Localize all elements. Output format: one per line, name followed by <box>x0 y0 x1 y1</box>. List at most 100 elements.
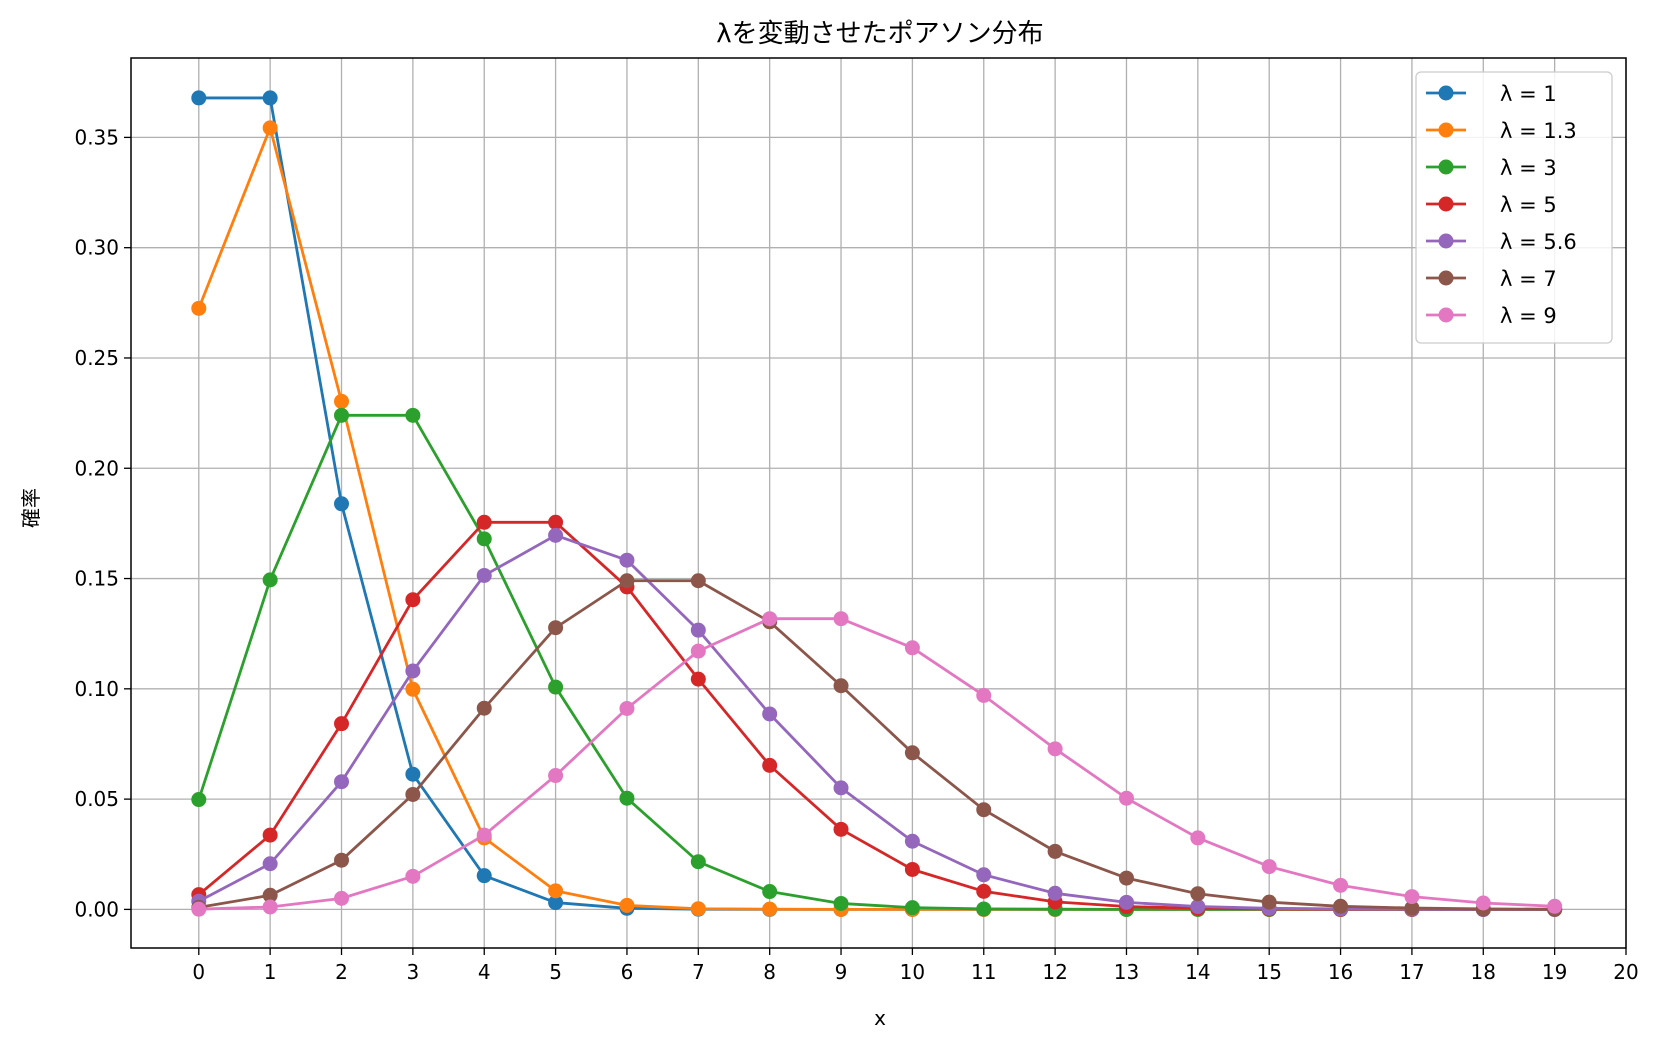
legend-label: λ = 5.6 <box>1500 230 1577 254</box>
y-tick-label: 0.25 <box>74 346 119 370</box>
data-point <box>762 901 778 917</box>
data-point <box>191 90 207 106</box>
series-line <box>198 96 1555 911</box>
data-point <box>334 393 350 409</box>
legend-marker <box>1438 159 1454 175</box>
y-tick-label: 0.10 <box>74 677 119 701</box>
x-tick-label: 12 <box>1042 960 1067 984</box>
data-point <box>334 774 350 790</box>
y-axis-label: 確率 <box>19 488 43 528</box>
x-tick-label: 18 <box>1471 960 1496 984</box>
series-6 <box>191 611 1563 917</box>
legend-entry: λ = 7 <box>1426 267 1557 291</box>
data-point <box>191 792 207 808</box>
x-tick-label: 17 <box>1399 960 1424 984</box>
data-point <box>548 768 564 784</box>
legend-label: λ = 9 <box>1500 304 1557 328</box>
data-point <box>619 552 635 568</box>
plot-series <box>191 90 1563 917</box>
data-point <box>262 856 278 872</box>
data-point <box>619 897 635 913</box>
x-tick-label: 10 <box>900 960 925 984</box>
data-point <box>548 895 564 911</box>
data-point <box>191 300 207 316</box>
series-line <box>197 520 1555 911</box>
data-point <box>833 678 849 694</box>
y-tick-label: 0.20 <box>74 456 119 480</box>
data-point <box>976 883 992 899</box>
data-point <box>548 514 564 530</box>
data-point <box>334 407 350 423</box>
data-point <box>262 572 278 588</box>
data-point <box>904 900 920 916</box>
data-point <box>904 745 920 761</box>
data-point <box>619 700 635 716</box>
x-tick-label: 20 <box>1613 960 1638 984</box>
y-tick-label: 0.15 <box>74 567 119 591</box>
data-point <box>904 861 920 877</box>
data-point <box>619 790 635 806</box>
series-line <box>197 126 1555 911</box>
data-point <box>976 802 992 818</box>
data-point <box>1261 894 1277 910</box>
data-point <box>405 407 421 423</box>
data-point <box>405 592 421 608</box>
data-point <box>405 868 421 884</box>
y-tick-label: 0.00 <box>74 897 119 921</box>
x-tick-label: 15 <box>1256 960 1281 984</box>
data-point <box>476 567 492 583</box>
data-point <box>1333 877 1349 893</box>
data-point <box>833 780 849 796</box>
data-point <box>476 827 492 843</box>
series-line <box>197 413 1555 911</box>
x-tick-label: 7 <box>692 960 705 984</box>
x-tick-label: 5 <box>549 960 562 984</box>
x-tick-label: 3 <box>407 960 420 984</box>
data-point <box>833 821 849 837</box>
x-axis-label: x <box>874 1006 886 1030</box>
data-point <box>334 852 350 868</box>
data-point <box>1118 870 1134 886</box>
y-tick-label: 0.05 <box>74 787 119 811</box>
legend-entry: λ = 5 <box>1426 193 1557 217</box>
data-point <box>334 716 350 732</box>
data-point <box>262 899 278 915</box>
data-point <box>1404 900 1420 916</box>
data-point <box>548 883 564 899</box>
data-point <box>1261 859 1277 875</box>
data-point <box>762 611 778 627</box>
data-point <box>405 766 421 782</box>
legend-marker <box>1438 270 1454 286</box>
data-point <box>405 681 421 697</box>
data-point <box>476 531 492 547</box>
data-point <box>1118 894 1134 910</box>
legend-entry: λ = 9 <box>1426 304 1557 328</box>
data-point <box>262 887 278 903</box>
legend: λ = 1 λ = 1.3 λ = 3 λ = 5 λ = 5.6 λ = 7 λ = 9 <box>1415 71 1613 344</box>
data-point <box>262 90 278 106</box>
data-point <box>762 884 778 900</box>
data-point <box>976 867 992 883</box>
data-point <box>1047 843 1063 859</box>
x-tick-label: 19 <box>1542 960 1567 984</box>
legend-label: λ = 3 <box>1500 156 1557 180</box>
legend-marker <box>1438 233 1454 249</box>
data-point <box>976 901 992 917</box>
data-point <box>1475 895 1491 911</box>
data-point <box>548 679 564 695</box>
data-point <box>690 573 706 589</box>
series-1 <box>191 120 1563 917</box>
data-point <box>548 527 564 543</box>
x-tick-label: 0 <box>192 960 205 984</box>
data-point <box>690 671 706 687</box>
legend-entry: λ = 5.6 <box>1426 230 1577 254</box>
x-tick-label: 16 <box>1328 960 1353 984</box>
series-2 <box>191 407 1563 917</box>
x-tick-label: 13 <box>1114 960 1139 984</box>
x-tick-label: 14 <box>1185 960 1210 984</box>
legend-marker <box>1438 196 1454 212</box>
series-4 <box>191 527 1563 917</box>
x-tick-label: 6 <box>621 960 634 984</box>
plot-frame <box>130 57 1627 949</box>
